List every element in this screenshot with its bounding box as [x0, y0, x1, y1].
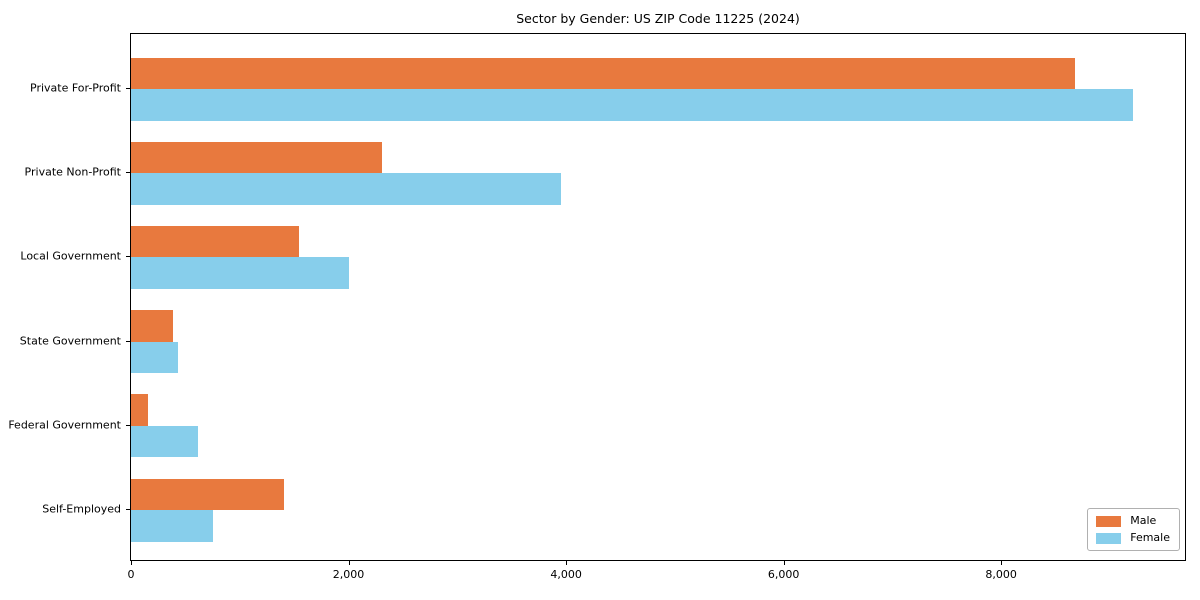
- legend-swatch-male: [1096, 515, 1122, 527]
- legend: Male Female: [1087, 508, 1180, 551]
- y-tick-label: Private Non-Profit: [24, 165, 121, 179]
- x-tick-mark: [566, 561, 568, 565]
- male-bar: [131, 141, 383, 174]
- y-tick-label: Local Government: [20, 249, 121, 263]
- male-bar: [131, 394, 148, 426]
- female-bar: [131, 89, 1133, 121]
- female-bar: [131, 173, 561, 205]
- legend-swatch-female: [1096, 532, 1122, 544]
- x-tick-label: 8,000: [985, 568, 1017, 581]
- male-bar: [131, 310, 174, 342]
- y-tick-label: Federal Government: [8, 418, 121, 432]
- male-bar: [131, 478, 284, 510]
- plot-area: Male Female: [130, 33, 1186, 561]
- legend-entry-female: Female: [1096, 532, 1170, 544]
- x-tick-label: 0: [127, 568, 135, 581]
- x-tick-mark: [348, 561, 350, 565]
- y-tick-mark: [126, 340, 130, 342]
- y-tick-mark: [126, 509, 130, 510]
- female-bar: [131, 341, 178, 374]
- legend-label: Female: [1130, 531, 1170, 544]
- x-tick-label: 4,000: [550, 568, 582, 581]
- male-bar: [131, 225, 300, 258]
- male-bar: [131, 57, 1076, 89]
- x-tick-mark: [1001, 561, 1003, 565]
- female-bar: [131, 510, 213, 542]
- y-tick-label: Private For-Profit: [30, 81, 121, 95]
- x-tick-label: 2,000: [332, 568, 365, 581]
- x-tick-mark: [131, 561, 132, 565]
- x-tick-label: 6,000: [767, 568, 800, 581]
- y-tick-mark: [126, 172, 130, 174]
- y-tick-mark: [126, 256, 130, 258]
- y-tick-label: State Government: [19, 334, 121, 348]
- female-bar: [131, 257, 350, 289]
- chart-title: Sector by Gender: US ZIP Code 11225 (202…: [516, 11, 800, 26]
- y-tick-mark: [126, 424, 130, 426]
- x-tick-mark: [783, 561, 785, 565]
- y-tick-label: Self-Employed: [42, 502, 121, 516]
- female-bar: [131, 425, 199, 458]
- legend-label: Male: [1130, 514, 1157, 527]
- y-tick-mark: [126, 88, 130, 89]
- legend-entry-male: Male: [1096, 515, 1170, 527]
